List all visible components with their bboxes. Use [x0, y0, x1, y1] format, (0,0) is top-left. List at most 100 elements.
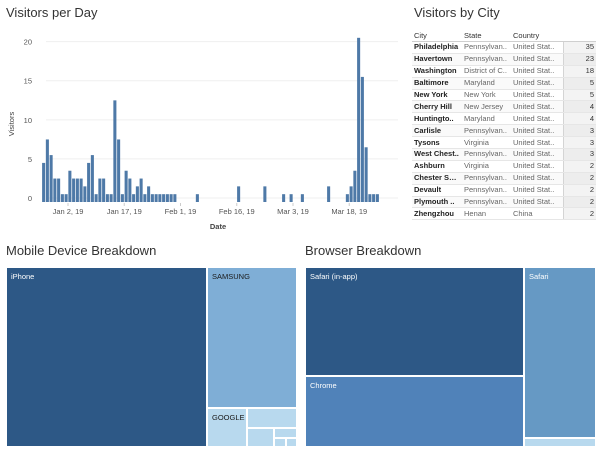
bar[interactable]: [364, 147, 368, 202]
bar[interactable]: [113, 100, 117, 202]
bar[interactable]: [90, 155, 94, 202]
column-header-state: State: [462, 30, 511, 42]
table-cell-city: Huntingto..: [412, 112, 462, 126]
y-axis-label: Visitors: [7, 112, 16, 137]
bar[interactable]: [105, 194, 109, 202]
y-tick-label: 0: [28, 194, 32, 203]
treemap-tile[interactable]: [286, 438, 297, 447]
table-cell-city: Chester Spr..: [412, 172, 462, 185]
bar[interactable]: [169, 194, 173, 202]
treemap-tile-label: Safari (in-app): [310, 272, 358, 281]
treemap-tile[interactable]: Safari: [524, 267, 596, 438]
bar[interactable]: [368, 194, 372, 202]
bar[interactable]: [372, 194, 376, 202]
y-tick-label: 20: [24, 38, 32, 47]
table-cell-count: 4: [562, 100, 596, 114]
table-cell-city: Carlisle: [412, 124, 462, 138]
bar[interactable]: [72, 178, 76, 202]
table-cell-country: United Stat..: [511, 172, 563, 185]
bar[interactable]: [327, 186, 331, 202]
table-cell-country: United Stat..: [511, 184, 563, 197]
treemap-tile[interactable]: Chrome: [305, 376, 524, 447]
bar[interactable]: [132, 194, 136, 202]
bar[interactable]: [49, 155, 53, 202]
bar[interactable]: [87, 162, 91, 202]
bar[interactable]: [139, 178, 143, 202]
table-cell-country: United Stat..: [511, 89, 563, 102]
table-row: Devault Pennsylvan.. United Stat.. 2: [412, 184, 596, 197]
bar[interactable]: [135, 186, 139, 202]
bar[interactable]: [353, 170, 357, 202]
treemap-tile[interactable]: iPhone: [6, 267, 207, 447]
bar[interactable]: [360, 76, 364, 202]
bar[interactable]: [357, 37, 361, 203]
table-cell-count: 5: [562, 77, 596, 90]
bar[interactable]: [282, 194, 286, 202]
bar[interactable]: [117, 139, 121, 202]
treemap-tile[interactable]: GOOGLE: [207, 408, 247, 447]
bar[interactable]: [349, 186, 353, 202]
bar[interactable]: [154, 194, 158, 202]
bar[interactable]: [165, 194, 169, 202]
bar[interactable]: [102, 178, 106, 202]
table-cell-city: Tysons: [412, 136, 462, 150]
mobile-device-treemap: iPhone SAMSUNG GOOGLE: [6, 267, 297, 447]
table-cell-city: Plymouth ..: [412, 196, 462, 209]
table-cell-state: District of C..: [462, 65, 511, 78]
bar[interactable]: [42, 162, 46, 202]
bar[interactable]: [375, 194, 379, 202]
bar[interactable]: [79, 178, 83, 202]
table-cell-count: 2: [562, 196, 596, 209]
table-cell-count: 5: [562, 89, 596, 102]
table-row: Chester Spr.. Pennsylvan.. United Stat.. 2: [412, 172, 596, 185]
bar[interactable]: [345, 194, 349, 202]
bar[interactable]: [68, 170, 72, 202]
bar[interactable]: [109, 194, 113, 202]
visitors-by-city-table: City State Country Philadelphia Pennsylva…: [412, 30, 596, 221]
bar[interactable]: [64, 194, 68, 202]
table-cell-state: New Jersey: [462, 100, 511, 114]
treemap-tile[interactable]: SAMSUNG: [207, 267, 297, 408]
table-row: Plymouth .. Pennsylvan.. United Stat.. 2: [412, 196, 596, 209]
bar[interactable]: [158, 194, 162, 202]
bar[interactable]: [53, 178, 57, 202]
bar[interactable]: [147, 186, 151, 202]
treemap-tile[interactable]: Safari (in-app): [305, 267, 524, 376]
table-cell-city: Devault: [412, 184, 462, 197]
bar[interactable]: [57, 178, 61, 202]
bar[interactable]: [263, 186, 267, 202]
table-row: Baltimore Maryland United Stat.. 5: [412, 77, 596, 90]
table-cell-state: New York: [462, 89, 511, 102]
table-cell-count: 18: [562, 65, 596, 78]
bar[interactable]: [98, 178, 102, 202]
browser-treemap: Safari (in-app) Chrome Safari: [305, 267, 596, 447]
bar[interactable]: [128, 178, 132, 202]
bar[interactable]: [173, 194, 177, 202]
treemap-tile[interactable]: [247, 408, 297, 428]
bar[interactable]: [60, 194, 64, 202]
bar[interactable]: [120, 194, 124, 202]
treemap-tile[interactable]: [524, 438, 596, 447]
table-cell-city: New York: [412, 89, 462, 102]
table-row: Tysons Virginia United Stat.. 3: [412, 136, 596, 150]
bar[interactable]: [300, 194, 304, 202]
treemap-tile[interactable]: [274, 438, 286, 447]
treemap-tile[interactable]: [247, 428, 274, 447]
table-cell-count: 2: [562, 160, 596, 173]
bar[interactable]: [143, 194, 147, 202]
table-cell-state: Maryland: [462, 112, 511, 126]
treemap-tile[interactable]: [274, 428, 297, 438]
bar[interactable]: [150, 194, 154, 202]
bar[interactable]: [94, 194, 98, 202]
bar[interactable]: [83, 186, 87, 202]
bar[interactable]: [45, 139, 49, 202]
table-cell-count: 2: [562, 184, 596, 197]
table-cell-state: Pennsylvan..: [462, 184, 511, 197]
bar[interactable]: [195, 194, 199, 202]
bar[interactable]: [289, 194, 293, 202]
x-axis-ticks: Jan 2, 19 Jan 17, 19 Feb 1, 19 Feb 16, 19 Ma…: [53, 203, 367, 216]
bar[interactable]: [124, 170, 128, 202]
bar[interactable]: [162, 194, 166, 202]
bar[interactable]: [237, 186, 241, 202]
bar[interactable]: [75, 178, 79, 202]
